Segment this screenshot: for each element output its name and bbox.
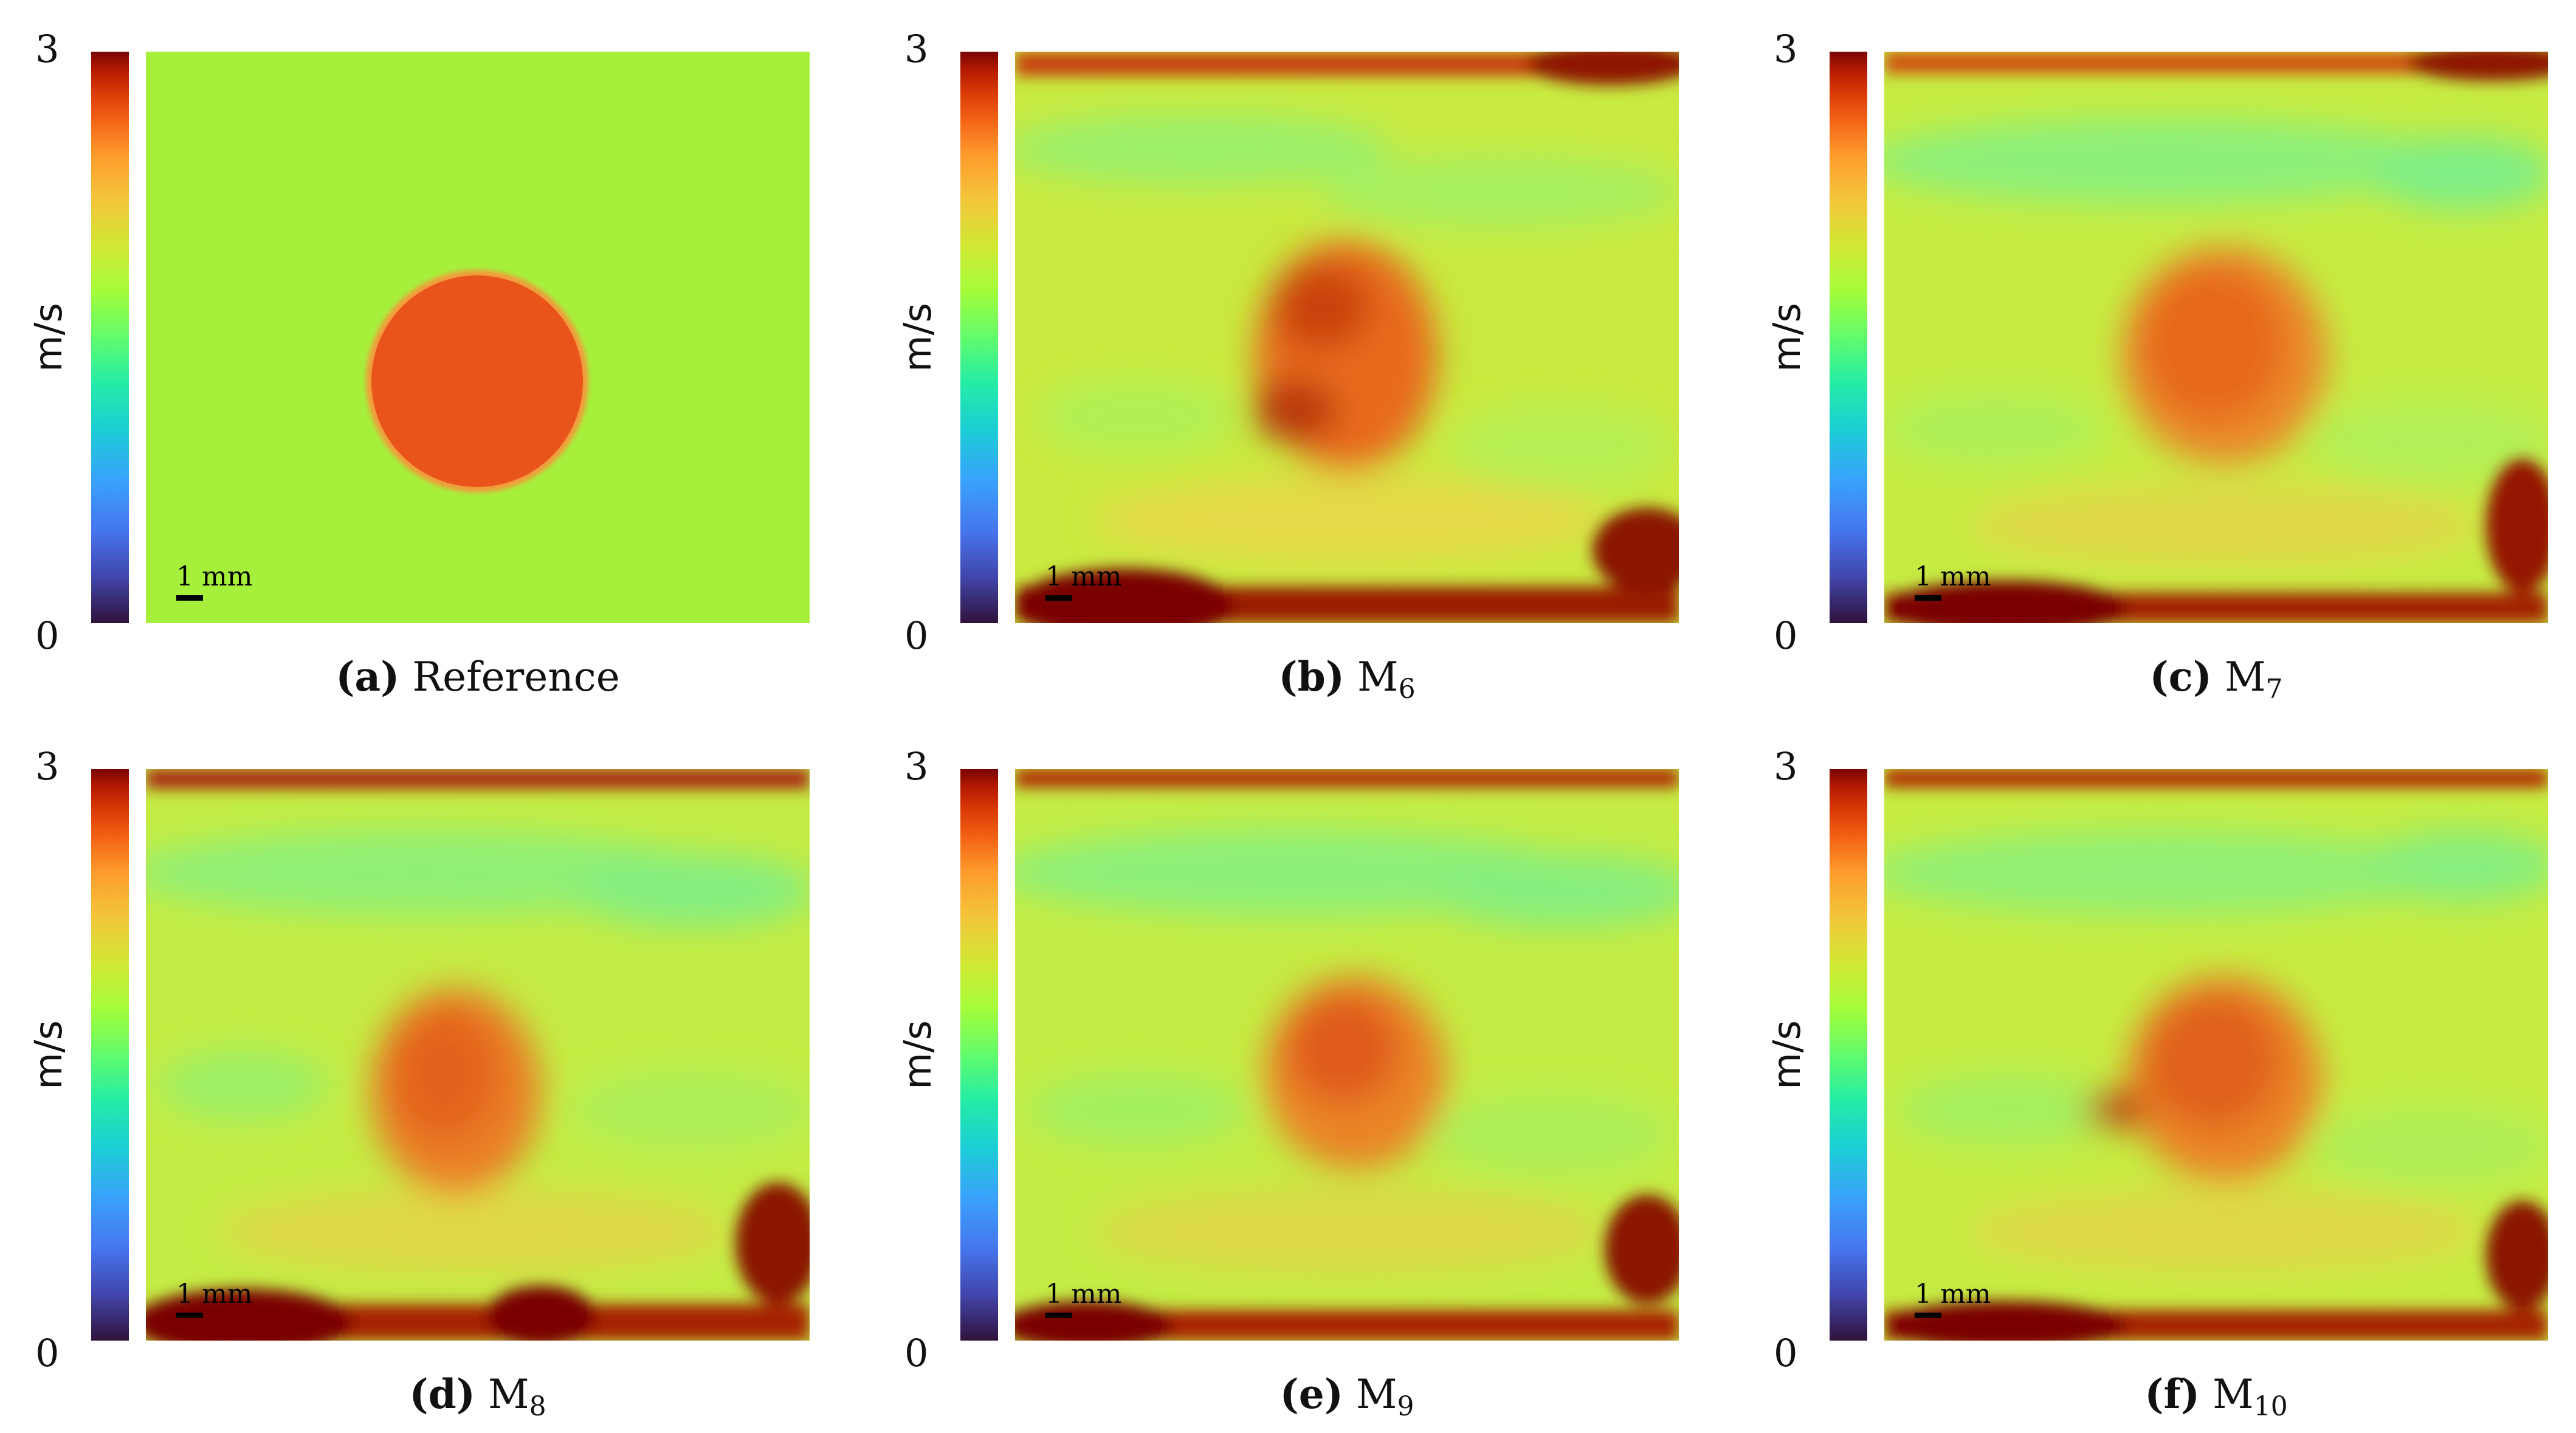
colorbar-max-label: 3	[35, 27, 60, 71]
caption-subscript: 6	[1398, 674, 1416, 705]
caption-letter: (a)	[336, 653, 400, 700]
reconstructed-speed-map: 1 mm	[1884, 769, 2548, 1341]
caption-e: (e) M9	[1015, 1374, 1679, 1420]
colorbar-max-label: 3	[904, 744, 929, 789]
caption-letter: (c)	[2149, 653, 2213, 700]
colorbar-max-label: 3	[35, 744, 60, 789]
colorbar-min-label: 0	[35, 613, 60, 658]
colorbar	[960, 52, 998, 623]
scale-bar-line	[1045, 595, 1072, 601]
colorbar-min-label: 0	[35, 1331, 60, 1375]
scale-bar-label: 1 mm	[176, 1279, 253, 1310]
caption-text: M	[2213, 1371, 2254, 1418]
caption-b: (b) M6	[1015, 657, 1679, 703]
scale-bar: 1 mm	[176, 561, 298, 601]
colorbar	[1830, 769, 1867, 1341]
colorbar	[91, 52, 129, 623]
reconstructed-speed-map: 1 mm	[1884, 52, 2548, 623]
colorbar-unit-label: m/s	[1765, 303, 1809, 372]
caption-subscript: 10	[2253, 1391, 2288, 1422]
colorbar-max-label: 3	[1774, 27, 1798, 71]
colorbar-unit-label: m/s	[1765, 1020, 1809, 1089]
panel-b: 3 0 m/s	[869, 0, 1732, 703]
caption-subscript: 7	[2265, 674, 2283, 705]
caption-text: M	[2225, 654, 2266, 700]
scale-bar-label: 1 mm	[1045, 1279, 1122, 1310]
panel-e: 3 0 m/s	[869, 717, 1732, 1420]
reconstructed-speed-map: 1 mm	[1015, 52, 1679, 623]
caption-text: M	[488, 1371, 529, 1418]
scale-bar: 1 mm	[1915, 561, 2036, 601]
scale-bar: 1 mm	[1045, 561, 1167, 601]
caption-letter: (e)	[1279, 1370, 1343, 1418]
scale-bar-label: 1 mm	[1045, 561, 1122, 592]
scale-bar-line	[1045, 1313, 1072, 1318]
reconstructed-speed-map: 1 mm	[1015, 769, 1679, 1341]
colorbar-max-label: 3	[1774, 744, 1798, 789]
colorbar-unit-label: m/s	[26, 1020, 71, 1089]
panel-c: 3 0 m/s	[1738, 0, 2576, 703]
caption-text: M	[1355, 1371, 1397, 1418]
colorbar	[91, 769, 129, 1341]
colorbar-min-label: 0	[1774, 1331, 1798, 1375]
panel-a: 3 0 m/s 1 mm (a) Reference	[0, 0, 863, 699]
colorbar-unit-label: m/s	[895, 303, 940, 372]
caption-d: (d) M8	[146, 1374, 810, 1420]
scale-bar: 1 mm	[1045, 1279, 1167, 1318]
panel-f: 3 0 m/s	[1738, 717, 2576, 1420]
colorbar-min-label: 0	[904, 1331, 929, 1375]
caption-a: (a) Reference	[146, 657, 810, 697]
scale-bar: 1 mm	[176, 1279, 298, 1318]
caption-letter: (b)	[1278, 653, 1345, 700]
caption-letter: (f)	[2144, 1370, 2200, 1418]
scale-bar: 1 mm	[1915, 1279, 2036, 1318]
caption-letter: (d)	[409, 1370, 476, 1418]
scale-bar-label: 1 mm	[1915, 561, 1991, 592]
scale-bar-line	[176, 595, 203, 601]
panel-d: 3 0 m/s	[0, 717, 863, 1420]
reconstructed-speed-map: 1 mm	[146, 769, 810, 1341]
reference-speed-map: 1 mm	[146, 52, 810, 623]
caption-subscript: 8	[529, 1391, 546, 1422]
scale-bar-line	[1915, 595, 1941, 601]
caption-f: (f) M10	[1884, 1374, 2548, 1420]
colorbar	[1830, 52, 1867, 623]
caption-subscript: 9	[1397, 1391, 1414, 1422]
colorbar-unit-label: m/s	[26, 303, 71, 372]
scale-bar-line	[1915, 1313, 1941, 1318]
scale-bar-label: 1 mm	[1915, 1279, 1991, 1310]
colorbar-unit-label: m/s	[895, 1020, 940, 1089]
caption-c: (c) M7	[1884, 657, 2548, 703]
colorbar-max-label: 3	[904, 27, 929, 71]
caption-text: Reference	[412, 654, 620, 700]
colorbar-min-label: 0	[904, 613, 929, 658]
scale-bar-line	[176, 1313, 203, 1318]
caption-text: M	[1357, 654, 1399, 700]
scale-bar-label: 1 mm	[176, 561, 253, 592]
colorbar	[960, 769, 998, 1341]
colorbar-min-label: 0	[1774, 613, 1798, 658]
